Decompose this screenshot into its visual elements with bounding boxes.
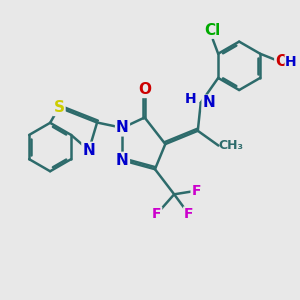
Text: Cl: Cl (205, 23, 221, 38)
Text: H: H (285, 55, 297, 69)
Text: F: F (192, 184, 201, 198)
Text: N: N (116, 120, 129, 135)
Text: CH₃: CH₃ (218, 139, 244, 152)
Text: H: H (185, 92, 196, 106)
Text: N: N (202, 95, 215, 110)
Text: F: F (184, 207, 194, 221)
Text: S: S (53, 100, 64, 115)
Text: F: F (152, 207, 161, 221)
Text: N: N (116, 153, 129, 168)
Text: N: N (82, 143, 95, 158)
Text: O: O (275, 54, 288, 69)
Text: O: O (138, 82, 151, 97)
